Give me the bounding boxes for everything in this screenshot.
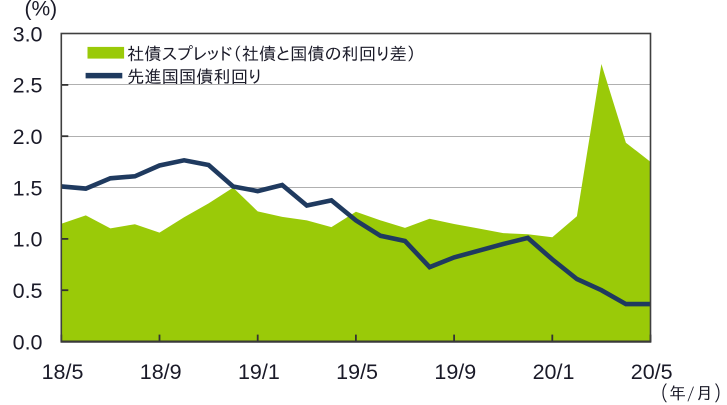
svg-text:19/1: 19/1 <box>238 360 280 384</box>
svg-text:2.5: 2.5 <box>13 74 43 98</box>
svg-text:19/5: 19/5 <box>336 360 378 384</box>
svg-text:1.0: 1.0 <box>13 228 43 252</box>
svg-text:0.5: 0.5 <box>13 279 43 303</box>
svg-text:0.0: 0.0 <box>13 330 43 354</box>
svg-text:1.5: 1.5 <box>13 176 43 200</box>
svg-text:18/5: 18/5 <box>42 360 84 384</box>
svg-text:18/9: 18/9 <box>140 360 182 384</box>
svg-text:3.0: 3.0 <box>13 22 43 46</box>
svg-text:(%): (%) <box>24 0 57 21</box>
svg-text:20/1: 20/1 <box>533 360 575 384</box>
svg-text:20/5: 20/5 <box>631 360 673 384</box>
svg-text:2.0: 2.0 <box>13 125 43 149</box>
svg-text:19/9: 19/9 <box>434 360 476 384</box>
